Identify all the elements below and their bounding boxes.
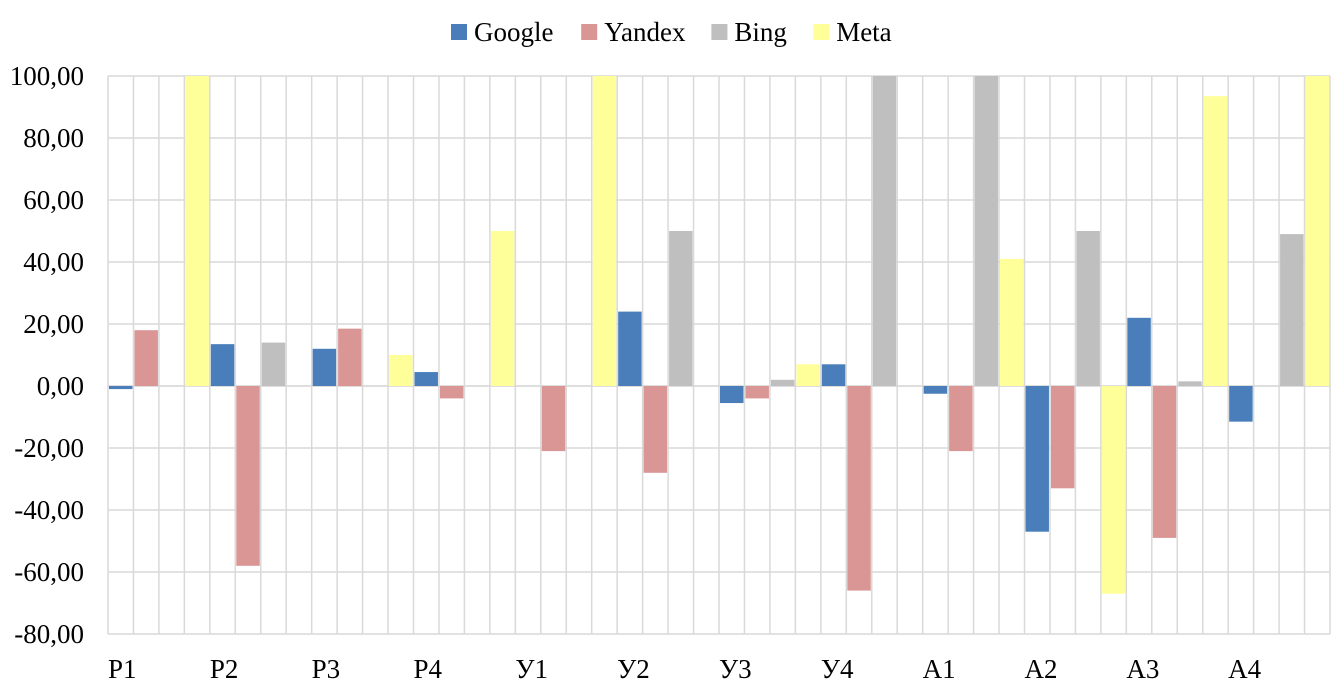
gridlines	[107, 75, 1331, 635]
x-tick-label: Р1	[108, 654, 137, 684]
y-tick-label: 40,00	[23, 247, 84, 277]
bar-bing-6	[770, 379, 795, 386]
bar-bing-1	[261, 342, 286, 386]
y-tick-label: -40,00	[14, 495, 84, 525]
legend: Google Yandex Bing Meta	[451, 17, 892, 47]
bar-google-1	[210, 344, 235, 386]
bar-meta-9	[1101, 386, 1126, 594]
x-tick-label: Р3	[312, 654, 341, 684]
bar-google-11	[1229, 386, 1253, 422]
x-axis: Р1 Р2 Р3 Р4 У1 У2 У3 У4 А1 А2 А3 А4	[108, 654, 1262, 684]
bar-bing-9	[1076, 231, 1100, 386]
bar-google-3	[414, 372, 438, 386]
legend-swatch-yandex	[581, 24, 598, 40]
bar-yandex-0	[134, 330, 158, 386]
bar-yandex-3	[439, 386, 464, 399]
bar-yandex-9	[1050, 386, 1075, 489]
bar-bing-10	[1178, 381, 1202, 386]
x-tick-label: Р4	[414, 654, 443, 684]
bar-yandex-2	[338, 328, 362, 386]
bar-yandex-6	[745, 386, 769, 399]
bar-google-8	[923, 386, 948, 394]
bar-yandex-10	[1152, 386, 1177, 538]
bar-meta-3	[490, 231, 515, 386]
bar-google-9	[1025, 386, 1049, 532]
bar-google-7	[821, 364, 846, 386]
bar-google-6	[720, 386, 744, 404]
y-tick-label: -20,00	[14, 433, 84, 463]
bar-yandex-8	[949, 386, 973, 452]
x-tick-label: У3	[719, 654, 752, 684]
bar-yandex-7	[847, 386, 871, 591]
bar-google-0	[109, 386, 133, 390]
y-tick-label: 0,00	[37, 371, 84, 401]
y-tick-label: 80,00	[23, 123, 84, 153]
legend-swatch-meta	[813, 24, 830, 40]
bar-bing-8	[974, 76, 999, 386]
y-tick-label: -80,00	[14, 619, 84, 649]
bar-google-10	[1127, 317, 1151, 386]
x-tick-label: А3	[1126, 654, 1159, 684]
bar-meta-8	[1000, 258, 1024, 386]
bar-yandex-5	[643, 386, 668, 473]
bar-google-2	[312, 348, 337, 386]
x-tick-label: Р2	[210, 654, 239, 684]
legend-label-meta: Meta	[836, 17, 891, 47]
bar-yandex-1	[236, 386, 260, 566]
bar-google-5	[618, 311, 642, 386]
y-tick-label: 100,00	[10, 61, 84, 91]
legend-label-yandex: Yandex	[604, 17, 686, 47]
bar-bing-7	[872, 76, 897, 386]
y-axis: -80,00 -60,00 -40,00 -20,00 0,00 20,00 40,00 60…	[10, 61, 84, 649]
bar-meta-4	[592, 76, 617, 386]
legend-swatch-bing	[711, 24, 728, 40]
y-tick-label: 20,00	[23, 309, 84, 339]
legend-label-google: Google	[474, 17, 554, 47]
legend-label-bing: Bing	[734, 17, 787, 47]
bar-meta-6	[796, 364, 820, 386]
x-tick-label: А2	[1025, 654, 1058, 684]
bar-bing-5	[669, 231, 693, 386]
bar-meta-10	[1203, 96, 1228, 387]
bar-meta-0	[185, 76, 209, 386]
x-tick-label: А4	[1228, 654, 1261, 684]
x-tick-label: У2	[617, 654, 650, 684]
y-tick-label: -60,00	[14, 557, 84, 587]
x-tick-label: А1	[923, 654, 956, 684]
bars	[109, 76, 1329, 594]
x-tick-label: У1	[515, 654, 548, 684]
bar-meta-2	[389, 355, 413, 386]
x-tick-label: У4	[821, 654, 854, 684]
y-tick-label: 60,00	[23, 185, 84, 215]
bar-meta-11	[1305, 76, 1329, 386]
bar-bing-11	[1280, 234, 1304, 386]
bar-yandex-4	[541, 386, 566, 452]
legend-swatch-google	[451, 24, 467, 40]
